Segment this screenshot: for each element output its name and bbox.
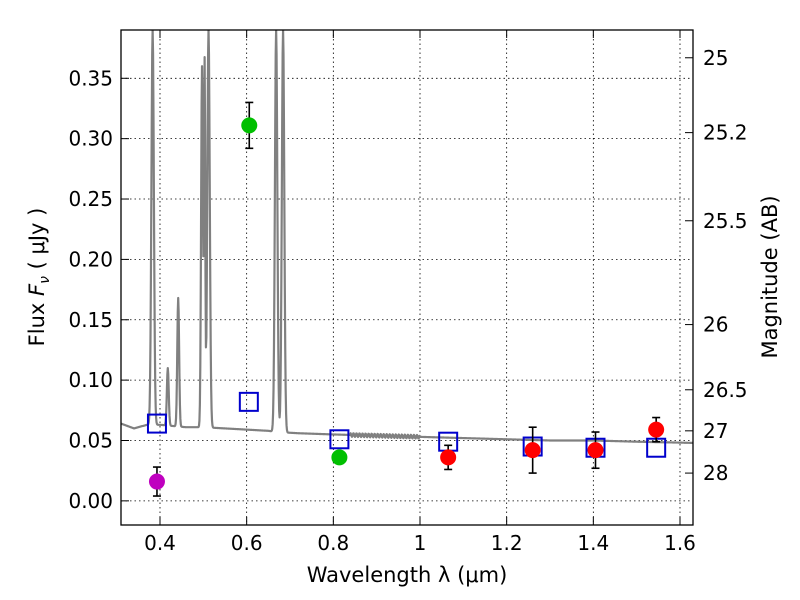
x-tick-label: 1.6 — [664, 531, 696, 555]
y-tick-label: 0.10 — [68, 368, 113, 392]
y-tick-label: 0.30 — [68, 127, 113, 151]
magnitude-tick-label: 25.2 — [703, 121, 748, 145]
plot-layer — [121, 30, 693, 497]
y-axis-label: Flux Fν ( μJy ) — [25, 208, 53, 347]
spectrum-line — [121, 30, 693, 444]
magnitude-tick-label: 26 — [703, 313, 728, 337]
model-photometry-square — [329, 429, 350, 450]
x-tick-label: 1.4 — [577, 531, 609, 555]
y-tick-label: 0.25 — [68, 187, 113, 211]
magnitude-tick-label: 26.5 — [703, 378, 748, 402]
observed-flux-point — [241, 117, 258, 134]
observed-flux-point — [587, 442, 604, 459]
y-tick-label: 0.15 — [68, 308, 113, 332]
observed-flux-point — [440, 449, 457, 466]
y-tick-label: 0.05 — [68, 428, 113, 452]
observed-flux-point — [524, 442, 541, 459]
plot-frame — [120, 29, 694, 526]
x-axis-label: Wavelength λ (μm) — [307, 563, 508, 587]
axis-ticks: 0.4 0.6 0.8 1 1.2 1.4 1.6 0.00 0.05 0.10 0.15 0.20 0… — [68, 30, 748, 555]
x-tick-label: 1 — [414, 531, 427, 555]
observed-flux-point — [648, 421, 665, 438]
observed-flux-point — [148, 473, 165, 490]
y-tick-label: 0.20 — [68, 247, 113, 271]
model-photometry-square — [146, 413, 167, 434]
magnitude-tick-label: 25 — [703, 46, 728, 70]
y-tick-label: 0.00 — [68, 489, 113, 513]
magnitude-axis-label: Magnitude (AB) — [758, 195, 782, 358]
x-tick-label: 1.2 — [491, 531, 523, 555]
magnitude-tick-label: 25.5 — [703, 209, 748, 233]
x-tick-label: 0.8 — [317, 531, 349, 555]
magnitude-tick-label: 28 — [703, 461, 728, 485]
y-tick-label: 0.35 — [68, 66, 113, 90]
model-photometry-square — [238, 391, 259, 412]
gridlines — [121, 30, 693, 525]
observed-flux-point — [331, 449, 348, 466]
magnitude-tick-label: 27 — [703, 419, 728, 443]
x-tick-label: 0.4 — [144, 531, 176, 555]
x-tick-label: 0.6 — [231, 531, 263, 555]
